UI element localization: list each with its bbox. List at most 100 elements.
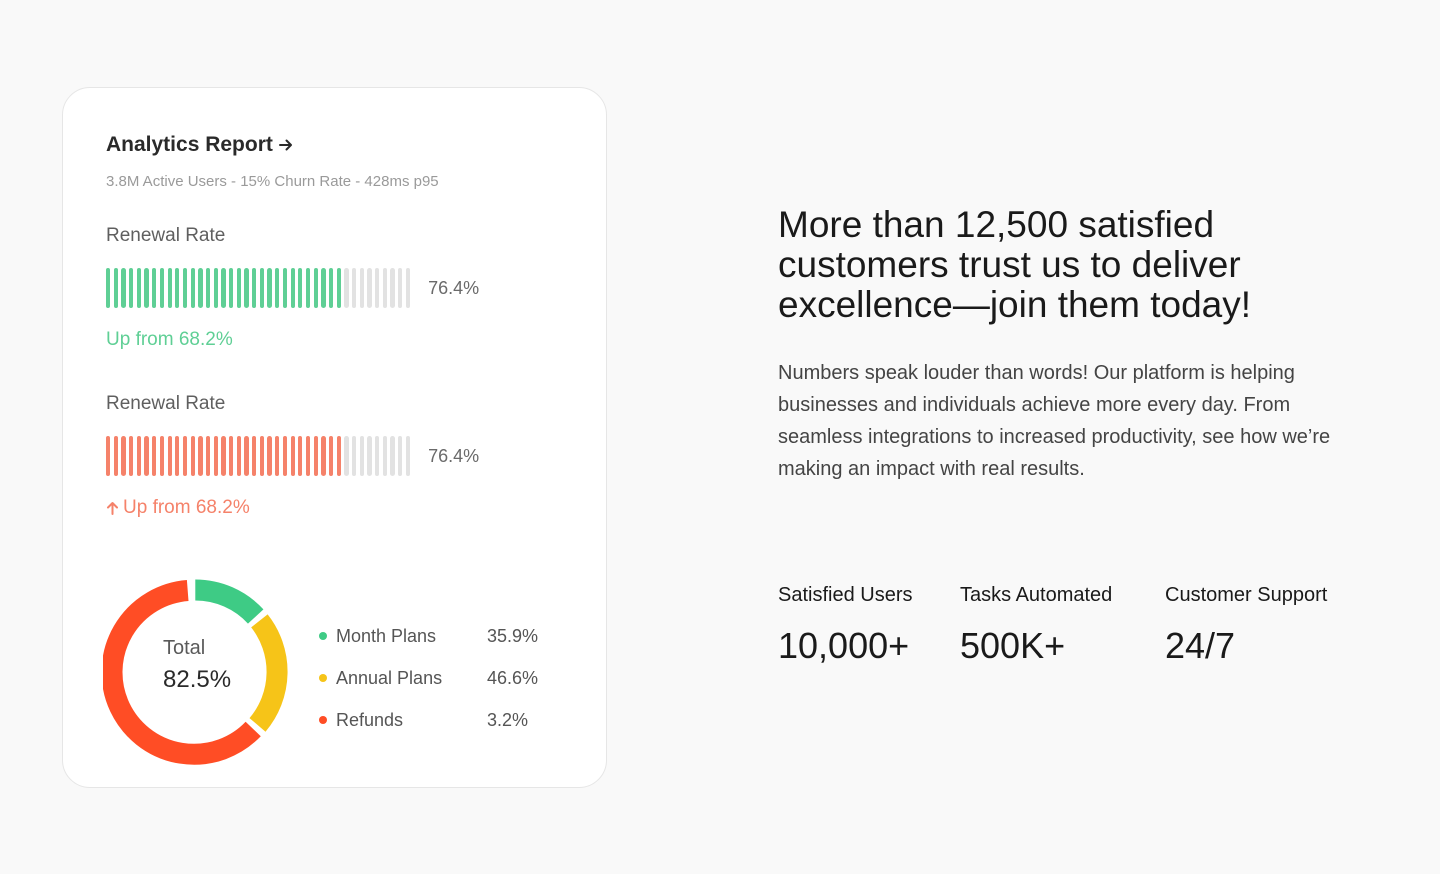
analytics-report-link[interactable]: Analytics Report bbox=[106, 133, 294, 157]
tick-filled bbox=[190, 436, 195, 476]
tick-empty bbox=[375, 268, 380, 308]
progress-ticks bbox=[106, 436, 411, 476]
tick-filled bbox=[213, 436, 218, 476]
stat-value: 10,000+ bbox=[778, 625, 910, 666]
tick-filled bbox=[305, 268, 311, 308]
legend-name: Annual Plans bbox=[336, 667, 443, 688]
tick-filled bbox=[175, 436, 180, 476]
tick-filled bbox=[190, 268, 195, 308]
trend-text-1: Up from 68.2% bbox=[106, 329, 233, 351]
bar-value: 76.4% bbox=[428, 445, 480, 466]
tick-filled bbox=[136, 436, 142, 476]
tick-filled bbox=[113, 268, 118, 308]
tick-filled bbox=[144, 436, 149, 476]
tick-filled bbox=[136, 268, 142, 308]
tick-empty bbox=[352, 268, 357, 308]
tick-filled bbox=[244, 436, 249, 476]
tick-empty bbox=[390, 436, 395, 476]
donut-total-value: 82.5% bbox=[163, 665, 232, 693]
tick-filled bbox=[290, 268, 295, 308]
legend-item-month-plans: Month Plans 35.9% bbox=[319, 615, 538, 657]
tick-filled bbox=[159, 268, 165, 308]
stat-label: Customer Support bbox=[1165, 584, 1328, 606]
tick-filled bbox=[221, 268, 226, 308]
progress-ticks bbox=[106, 268, 411, 308]
stat-value: 24/7 bbox=[1165, 625, 1236, 666]
analytics-card: Analytics Report 3.8M Active Users - 15%… bbox=[62, 87, 607, 788]
trend-text-2: Up from 68.2% bbox=[106, 497, 250, 519]
arrow-up-icon bbox=[107, 502, 118, 515]
donut-total-label: Total bbox=[163, 636, 206, 659]
tick-filled bbox=[182, 268, 188, 308]
tick-filled bbox=[282, 436, 288, 476]
stat-value: 500K+ bbox=[960, 625, 1066, 666]
tick-filled bbox=[298, 268, 303, 308]
stat-customer-support: Customer Support 24/7 bbox=[1165, 584, 1327, 667]
arrow-right-icon bbox=[278, 139, 292, 151]
tick-filled bbox=[152, 268, 157, 308]
tick-filled bbox=[236, 436, 241, 476]
metric-label-renewal-rate-1: Renewal Rate bbox=[106, 225, 226, 246]
donut-svg bbox=[101, 579, 288, 765]
tick-filled bbox=[121, 436, 126, 476]
tick-filled bbox=[106, 268, 111, 308]
tick-filled bbox=[328, 436, 334, 476]
tick-filled bbox=[321, 268, 326, 308]
stat-label: Tasks Automated bbox=[960, 584, 1113, 606]
tick-empty bbox=[390, 268, 395, 308]
tick-empty bbox=[359, 268, 364, 308]
tick-filled bbox=[221, 436, 226, 476]
legend-value: 46.6% bbox=[487, 667, 539, 688]
tick-empty bbox=[375, 436, 380, 476]
description: Numbers speak louder than words! Our pla… bbox=[778, 362, 1331, 480]
card-subtitle: 3.8M Active Users - 15% Churn Rate - 428… bbox=[106, 173, 439, 190]
renewal-rate-bar-2: 76.4% bbox=[106, 436, 479, 476]
bar-value: 76.4% bbox=[428, 277, 480, 298]
tick-filled bbox=[229, 268, 234, 308]
tick-filled bbox=[298, 436, 303, 476]
tick-filled bbox=[167, 436, 172, 476]
tick-filled bbox=[282, 268, 288, 308]
trend-label: Up from 68.2% bbox=[123, 497, 250, 518]
legend-value: 35.9% bbox=[487, 625, 539, 646]
tick-empty bbox=[367, 268, 372, 308]
tick-filled bbox=[229, 436, 234, 476]
tick-filled bbox=[236, 268, 241, 308]
tick-filled bbox=[321, 436, 326, 476]
donut-legend: Month Plans 35.9% Annual Plans 46.6% Ref… bbox=[319, 615, 538, 741]
tick-filled bbox=[113, 436, 118, 476]
tick-filled bbox=[313, 268, 318, 308]
renewal-rate-bar-1: 76.4% bbox=[106, 268, 479, 308]
stat-label: Satisfied Users bbox=[778, 584, 913, 606]
tick-filled bbox=[121, 268, 126, 308]
tick-empty bbox=[344, 436, 349, 476]
tick-filled bbox=[275, 268, 280, 308]
tick-filled bbox=[267, 436, 272, 476]
tick-empty bbox=[398, 268, 403, 308]
tick-empty bbox=[398, 436, 403, 476]
tick-empty bbox=[382, 436, 388, 476]
tick-filled bbox=[213, 268, 218, 308]
legend-item-annual-plans: Annual Plans 46.6% bbox=[319, 657, 538, 699]
trend-label: Up from 68.2% bbox=[106, 329, 233, 350]
tick-filled bbox=[336, 436, 341, 476]
tick-filled bbox=[328, 268, 334, 308]
legend-item-refunds: Refunds 3.2% bbox=[319, 699, 538, 741]
tick-filled bbox=[182, 436, 188, 476]
legend-name: Month Plans bbox=[336, 625, 437, 646]
green-dot-icon bbox=[319, 632, 327, 640]
tick-filled bbox=[152, 436, 157, 476]
stat-satisfied-users: Satisfied Users 10,000+ bbox=[778, 584, 913, 667]
total-donut-chart: Total 82.5% bbox=[101, 578, 291, 766]
headline: More than 12,500 satisfied customers tru… bbox=[778, 204, 1252, 325]
legend-name: Refunds bbox=[336, 709, 404, 730]
tick-filled bbox=[205, 436, 211, 476]
tick-empty bbox=[352, 436, 357, 476]
tick-filled bbox=[205, 268, 211, 308]
tick-filled bbox=[244, 268, 249, 308]
tick-filled bbox=[198, 268, 203, 308]
donut-segment-month-plans bbox=[194, 579, 264, 624]
tick-empty bbox=[367, 436, 372, 476]
tick-empty bbox=[405, 268, 411, 308]
